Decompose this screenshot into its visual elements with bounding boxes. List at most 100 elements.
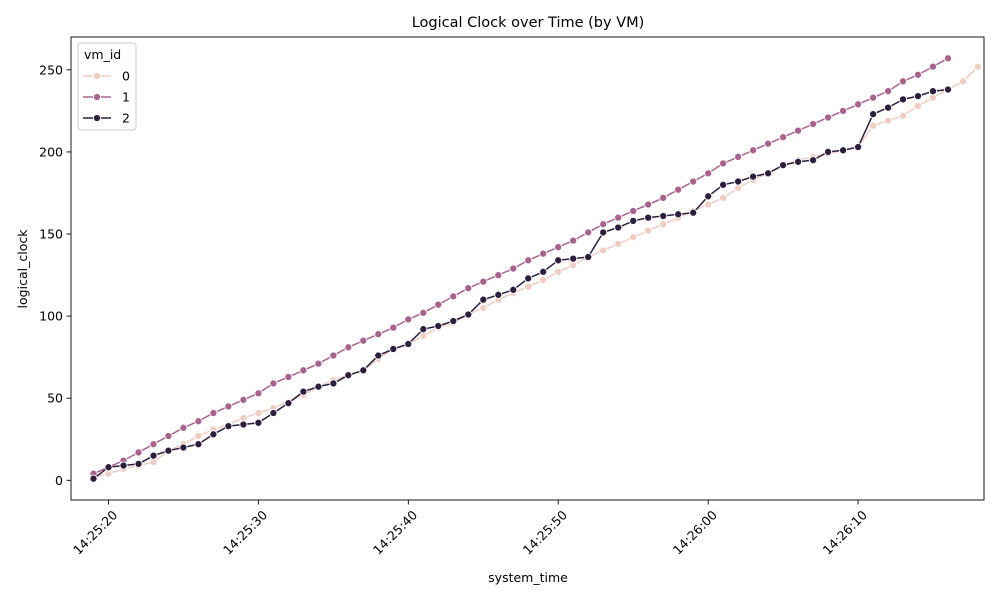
data-point [284,372,293,381]
data-point [224,402,233,411]
data-point [164,431,173,441]
data-point [674,185,683,194]
data-point [119,461,128,470]
legend-label: 1 [122,90,130,105]
data-point [389,323,398,332]
y-tick-label: 250 [39,62,63,77]
legend-title: vm_id [84,47,121,62]
data-point [179,443,188,452]
data-point [164,446,173,455]
data-point [659,211,668,221]
data-point [194,431,203,441]
data-point [629,233,638,242]
data-point [254,408,263,418]
data-point [614,223,623,232]
data-point [194,440,203,449]
data-point [704,169,713,178]
data-point [764,169,773,178]
data-point [239,395,248,404]
data-point [704,192,713,201]
plot-frame [70,36,985,501]
data-point [134,448,143,457]
data-point [344,343,353,352]
data-point [209,408,218,418]
data-point [509,285,518,294]
data-point [479,295,488,304]
data-point [898,111,908,120]
series-line [93,57,949,475]
data-point [794,157,803,166]
legend-item: 1 [83,90,130,105]
data-point [644,200,653,209]
y-axis-label: logical_clock [15,229,30,309]
data-point [943,54,953,63]
plot-area [89,54,983,483]
data-point [449,316,458,326]
data-point [209,430,218,439]
legend-swatch-marker [92,71,102,81]
data-point [419,308,428,317]
data-point [524,282,533,291]
data-point [419,325,428,334]
data-point [809,119,818,129]
data-point [134,459,143,468]
data-point [719,159,728,168]
data-point [314,359,323,368]
legend: vm_id 0 1 2 [77,42,137,131]
data-point [629,206,638,216]
data-point [659,193,668,202]
data-point [329,351,338,360]
data-point [524,274,533,283]
data-point [329,379,338,388]
data-point [749,172,758,181]
data-point [509,264,518,273]
data-point [749,146,758,155]
legend-label: 0 [122,69,130,84]
data-point [913,101,923,111]
data-point [599,220,608,229]
data-point [419,331,428,340]
data-point [973,62,983,71]
data-point [104,463,113,472]
data-point [359,366,368,375]
data-point [644,226,653,235]
data-point [764,139,773,148]
data-point [928,62,938,71]
data-point [404,315,413,324]
y-tick-label: 150 [39,227,63,242]
y-tick-label: 50 [47,391,63,406]
data-point [689,208,698,217]
series-line [93,88,949,480]
data-point [494,290,503,299]
data-point [569,261,578,270]
data-point [194,417,203,426]
data-point [839,146,848,155]
data-point [734,152,743,161]
data-point [434,300,443,309]
data-point [494,271,503,280]
data-point [794,126,803,135]
data-point [584,252,593,262]
chart-title: Logical Clock over Time (by VM) [412,15,645,31]
data-point [539,267,548,276]
data-point [479,277,488,286]
data-point [284,399,293,408]
data-point [464,310,473,319]
data-point [629,216,638,225]
data-point [913,92,923,101]
data-point [958,77,968,86]
data-point [344,371,353,380]
data-point [389,344,398,354]
data-point [614,239,623,248]
data-point [434,321,443,331]
data-point [599,228,608,237]
series-layer [89,54,983,483]
data-point [374,330,383,339]
data-point [149,451,158,460]
data-point [554,243,563,252]
data-point [449,292,458,301]
data-point [824,147,833,156]
data-point [269,408,278,418]
data-point [869,93,878,102]
data-point [719,193,728,202]
